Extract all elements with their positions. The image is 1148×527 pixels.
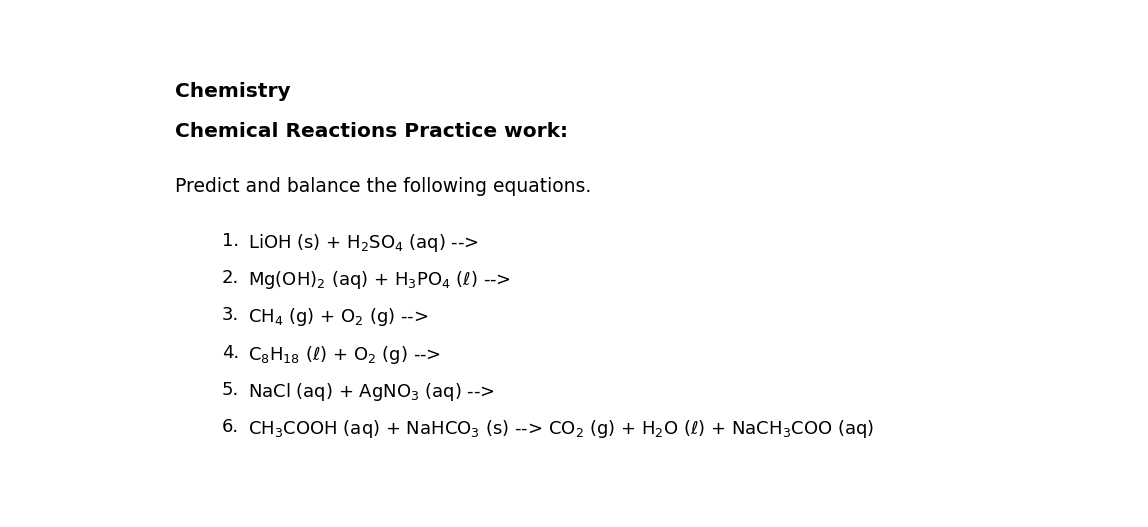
Text: 1.: 1.	[222, 232, 239, 250]
Text: C$_{8}$H$_{18}$ (ℓ) + O$_{2}$ (g) -->: C$_{8}$H$_{18}$ (ℓ) + O$_{2}$ (g) -->	[248, 344, 442, 366]
Text: 5.: 5.	[222, 381, 239, 399]
Text: 3.: 3.	[222, 306, 239, 324]
Text: 2.: 2.	[222, 269, 239, 287]
Text: Chemistry: Chemistry	[174, 82, 290, 101]
Text: LiOH (s) + H$_{2}$SO$_{4}$ (aq) -->: LiOH (s) + H$_{2}$SO$_{4}$ (aq) -->	[248, 232, 480, 253]
Text: 6.: 6.	[222, 418, 239, 436]
Text: CH$_{3}$COOH (aq) + NaHCO$_{3}$ (s) --> CO$_{2}$ (g) + H$_{2}$O (ℓ) + NaCH$_{3}$: CH$_{3}$COOH (aq) + NaHCO$_{3}$ (s) --> …	[248, 418, 875, 440]
Text: Chemical Reactions Practice work:: Chemical Reactions Practice work:	[174, 122, 567, 141]
Text: CH$_{4}$ (g) + O$_{2}$ (g) -->: CH$_{4}$ (g) + O$_{2}$ (g) -->	[248, 306, 429, 328]
Text: NaCl (aq) + AgNO$_{3}$ (aq) -->: NaCl (aq) + AgNO$_{3}$ (aq) -->	[248, 381, 496, 403]
Text: 4.: 4.	[222, 344, 239, 362]
Text: Predict and balance the following equations.: Predict and balance the following equati…	[174, 177, 591, 196]
Text: Mg(OH)$_{2}$ (aq) + H$_{3}$PO$_{4}$ (ℓ) -->: Mg(OH)$_{2}$ (aq) + H$_{3}$PO$_{4}$ (ℓ) …	[248, 269, 512, 291]
